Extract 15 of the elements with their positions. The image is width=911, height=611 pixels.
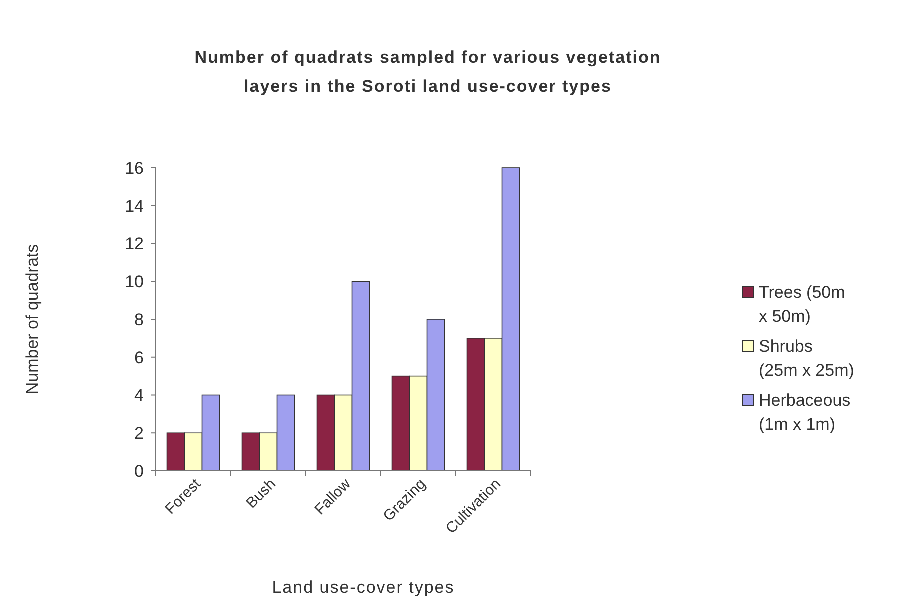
legend-label: Trees (50m x 50m) <box>759 283 846 326</box>
y-tick-label: 0 <box>134 462 144 481</box>
y-tick-label: 8 <box>134 310 144 330</box>
y-tick-label: 16 <box>125 158 144 178</box>
y-tick-label: 14 <box>125 196 144 216</box>
y-tick-label: 12 <box>125 234 144 254</box>
chart-title: Number of quadrats sampled for various vegetation layers in the Soroti land use-cover types <box>194 48 662 96</box>
y-tick-label: 6 <box>134 348 144 368</box>
legend-label: Herbaceous (1m x 1m) <box>759 391 851 434</box>
y-tick-label: 10 <box>125 272 144 292</box>
legend-label: Shrubs (25m x 25m) <box>759 337 854 380</box>
y-tick-label: 4 <box>134 386 144 406</box>
x-axis-title: Land use-cover types <box>272 578 455 597</box>
y-axis-title: Number of quadrats <box>23 244 42 395</box>
y-tick-label: 2 <box>134 424 144 444</box>
